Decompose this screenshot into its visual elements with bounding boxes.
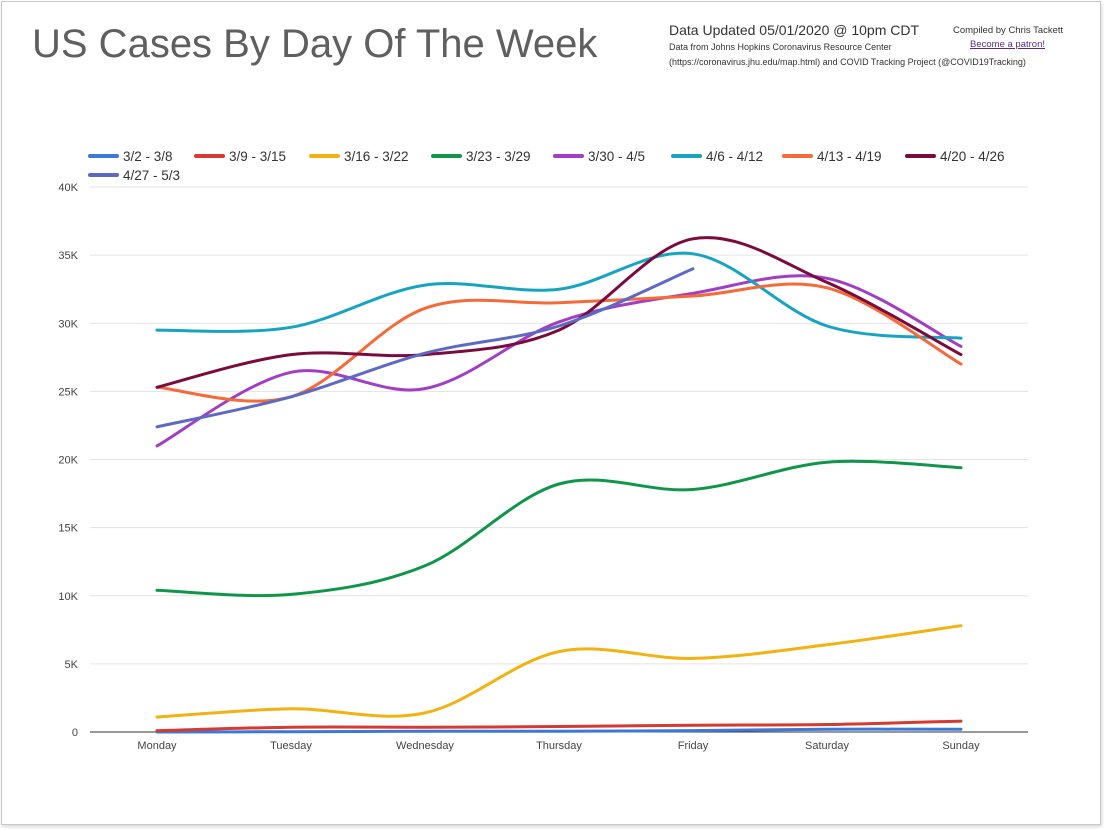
source-text-line1: Data from Johns Hopkins Coronavirus Reso… <box>669 42 892 52</box>
source-text-line2: (https://coronavirus.jhu.edu/map.html) a… <box>669 57 1026 67</box>
page-title: US Cases By Day Of The Week <box>32 22 598 66</box>
compiled-by-text: Compiled by Chris Tackett <box>953 25 1064 36</box>
y-tick-label: 10K <box>58 591 78 603</box>
series-line-6 <box>155 251 963 340</box>
legend-label: 3/30 - 4/5 <box>588 149 645 164</box>
legend-label: 4/20 - 4/26 <box>940 149 1005 164</box>
series-line-4 <box>155 459 963 598</box>
legend-label: 3/9 - 3/15 <box>229 149 286 164</box>
series-line-8 <box>155 236 963 389</box>
y-tick-label: 0 <box>72 727 78 739</box>
legend-label: 3/23 - 3/29 <box>466 149 531 164</box>
y-tick-label: 20K <box>58 455 78 467</box>
series-line-9 <box>155 267 695 429</box>
legend-label: 3/16 - 3/22 <box>344 149 409 164</box>
patron-link[interactable]: Become a patron! <box>970 39 1045 50</box>
legend-label: 3/2 - 3/8 <box>123 149 173 164</box>
y-tick-label: 15K <box>58 523 78 535</box>
x-tick-label: Sunday <box>942 740 980 752</box>
legend-label: 4/6 - 4/12 <box>706 149 763 164</box>
legend-label: 4/13 - 4/19 <box>817 149 882 164</box>
x-tick-label: Thursday <box>536 740 582 752</box>
x-tick-label: Wednesday <box>396 740 454 752</box>
series-line-7 <box>155 282 963 403</box>
y-tick-label: 30K <box>58 318 78 330</box>
series-line-5 <box>155 274 963 448</box>
x-tick-label: Friday <box>678 740 709 752</box>
y-tick-label: 35K <box>58 250 78 262</box>
legend-label: 4/27 - 5/3 <box>123 168 180 183</box>
x-tick-label: Monday <box>137 740 177 752</box>
x-tick-label: Tuesday <box>270 740 312 752</box>
x-tick-label: Saturday <box>805 740 850 752</box>
y-tick-label: 40K <box>58 182 78 194</box>
series-line-1 <box>155 727 963 734</box>
series-line-3 <box>155 624 963 719</box>
updated-text: Data Updated 05/01/2020 @ 10pm CDT <box>669 22 920 38</box>
y-tick-label: 5K <box>65 659 79 671</box>
y-tick-label: 25K <box>58 386 78 398</box>
series-line-2 <box>155 719 963 733</box>
